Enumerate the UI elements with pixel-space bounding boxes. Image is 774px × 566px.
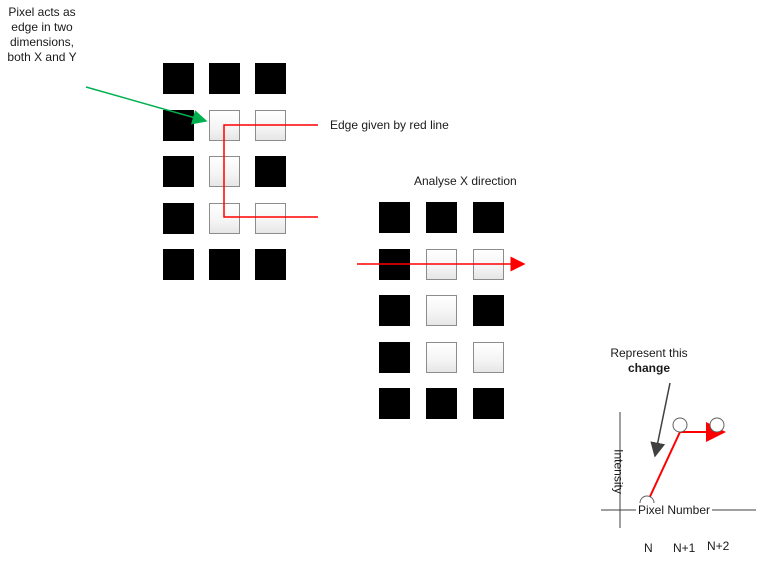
represent-line-bold: change [627, 361, 670, 375]
pixel-note: Pixel acts as edge in two dimensions, bo… [4, 5, 80, 65]
pixel-note-line: both X and Y [7, 50, 77, 64]
pixel-cell-black [473, 388, 504, 419]
x-tick-n1: N+1 [673, 541, 696, 555]
pixel-cell-black [379, 202, 410, 233]
pixel-cell-black [163, 63, 194, 94]
pixel-note-line: edge in two [11, 20, 73, 34]
y-axis-label: Intensity [611, 449, 626, 494]
red-edge-line [223, 124, 318, 218]
pixel-cell-black [255, 63, 286, 94]
pixel-cell-black [379, 341, 410, 373]
pixel-cell-black [163, 202, 194, 234]
pixel-cell-black [473, 295, 504, 326]
pixel-cell-white [426, 295, 457, 326]
pixel-note-line: Pixel acts as [8, 5, 76, 19]
pixel-cell-black [379, 295, 410, 326]
pixel-cell-black [209, 249, 240, 280]
analyse-x-label: Analyse X direction [414, 174, 517, 188]
pixel-cell-black [163, 249, 194, 280]
x-tick-n2: N+2 [707, 539, 730, 553]
pixel-cell-black [426, 202, 457, 233]
pixel-cell-black [255, 249, 286, 280]
pixel-cell-black [163, 156, 194, 187]
callout-arrow [650, 382, 671, 458]
sample-point-n2 [709, 417, 725, 433]
pixel-cell-black [209, 63, 240, 94]
pixel-note-line: dimensions, [9, 35, 75, 49]
edge-label: Edge given by red line [330, 118, 449, 132]
represent-line: Represent this [610, 346, 688, 360]
represent-change-note: Represent this change [594, 346, 704, 376]
pixel-cell-white [255, 202, 286, 234]
sample-point-n1 [672, 417, 688, 433]
pixel-cell-black [379, 388, 410, 419]
pixel-cell-white [473, 341, 504, 373]
x-axis-label: Pixel Number [636, 503, 713, 518]
pixel-cell-white [426, 341, 457, 373]
pixel-cell-black [163, 109, 194, 141]
green-pointer-arrow [85, 86, 208, 125]
x-tick-n: N [644, 541, 653, 555]
pixel-cell-black [255, 156, 286, 187]
pixel-cell-black [473, 202, 504, 233]
intensity-curve [646, 431, 706, 504]
pixel-cell-black [426, 388, 457, 419]
